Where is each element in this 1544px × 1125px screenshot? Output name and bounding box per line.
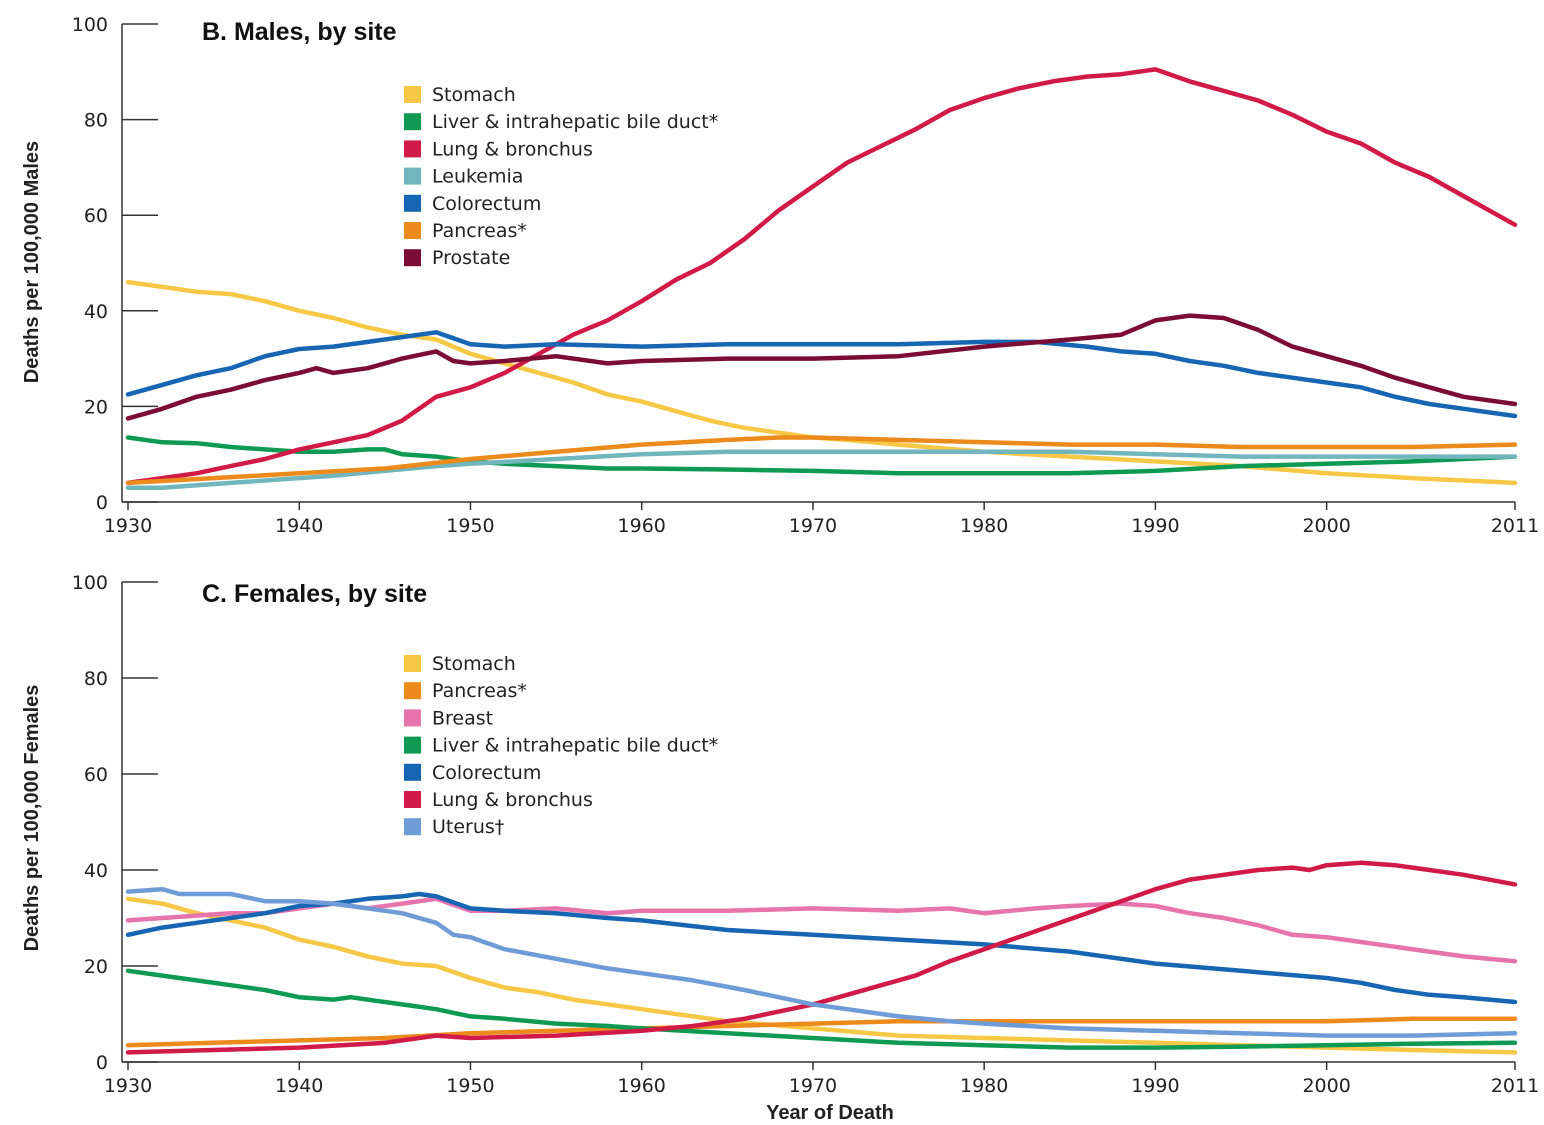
males-legend-label-colorectum: Colorectum [432,193,541,215]
males-chart-title: B. Males, by site [202,18,397,46]
females-legend-swatch-pancreas [404,682,421,700]
females-x-tick-label: 2000 [1302,1075,1350,1097]
males-series-line-liver-intrahepatic-bile-duct [125,435,1518,476]
females-series-line-stomach [125,896,1518,1055]
females-legend-swatch-lung-bronchus [404,791,421,808]
females-y-tick-label: 60 [84,764,108,786]
males-legend-swatch-prostate [404,249,421,267]
females-legend-label-pancreas: Pancreas* [432,680,527,702]
females-legend-swatch-liver-intrahepatic-bile-duct [404,736,421,754]
males-x-tick-label: 1970 [789,515,837,537]
females-series-line-lung-bronchus [125,860,1518,1055]
males-legend-label-prostate: Prostate [432,247,510,269]
males-legend-label-stomach: Stomach [432,84,516,106]
females-chart-panel: C. Females, by site Deaths per 100,000 F… [21,572,1539,1097]
males-axes: 0 20 40 60 80 100 1930 1940 1950 1960 1970 1980 1990… [72,14,1539,537]
males-x-tick-label: 1940 [275,515,323,537]
females-series-line-liver-intrahepatic-bile-duct [125,968,1518,1050]
males-series-line-prostate [125,313,1518,421]
females-y-tick-label: 100 [72,572,108,594]
females-series-line-breast [125,896,1518,964]
females-x-tick-label: 1970 [789,1075,837,1097]
males-y-tick-label: 80 [84,110,108,132]
males-y-axis-label: Deaths per 100,000 Males [21,141,43,383]
males-legend-label-lung-bronchus: Lung & bronchus [432,138,593,160]
females-x-tick-label: 1940 [275,1075,323,1097]
females-legend: Stomach Pancreas* Breast Liver & intrahepat… [404,653,718,838]
females-y-tick-label: 80 [84,668,108,690]
females-legend-label-colorectum: Colorectum [432,762,541,784]
males-y-tick-label: 20 [84,396,108,418]
males-x-tick-label: 1990 [1131,515,1179,537]
females-y-axis-label: Deaths per 100,000 Females [21,685,43,952]
males-series-line-pancreas [125,435,1518,486]
males-series-line-colorectum [125,330,1518,419]
females-y-tick-label: 20 [84,956,108,978]
males-legend-swatch-stomach [404,86,421,103]
females-series-line-uterus [125,886,1518,1038]
females-axes: 0 20 40 60 80 100 1930 1940 1950 1960 1970 1980 1990… [72,572,1539,1097]
x-axis-label: Year of Death [766,1102,894,1124]
males-x-tick-label: 2011 [1491,515,1539,537]
males-legend-label-leukemia: Leukemia [432,166,523,188]
females-series-line-colorectum [125,891,1518,1005]
females-x-tick-label: 1980 [960,1075,1008,1097]
males-series-line-leukemia [125,449,1518,490]
females-x-tick-label: 1930 [104,1075,152,1097]
females-y-tick-label: 0 [96,1052,108,1074]
females-legend-swatch-colorectum [404,763,421,781]
females-legend-label-liver-intrahepatic-bile-duct: Liver & intrahepatic bile duct* [432,735,718,757]
males-x-tick-label: 1980 [960,515,1008,537]
males-series-line-lung-bronchus [125,67,1518,486]
females-x-tick-label: 1960 [618,1075,666,1097]
males-legend-swatch-liver-intrahepatic-bile-duct [404,113,421,131]
males-y-tick-label: 100 [72,14,108,36]
females-y-tick-label: 40 [84,860,108,882]
males-legend-swatch-lung-bronchus [404,140,421,158]
females-series-line-pancreas [125,1016,1518,1048]
males-legend-swatch-pancreas [404,222,421,239]
females-legend-swatch-uterus [404,818,421,836]
males-legend-label-liver-intrahepatic-bile-duct: Liver & intrahepatic bile duct* [432,111,718,133]
males-x-tick-label: 1930 [104,515,152,537]
females-chart-title: C. Females, by site [202,580,427,608]
females-legend-label-lung-bronchus: Lung & bronchus [432,789,593,811]
females-x-tick-label: 1950 [446,1075,494,1097]
females-legend-label-breast: Breast [432,707,493,729]
males-y-tick-label: 40 [84,301,108,323]
males-series-line-stomach [125,279,1518,486]
males-series-lines [125,67,1518,490]
females-legend-label-uterus: Uterus† [432,816,504,838]
females-x-tick-label: 1990 [1131,1075,1179,1097]
males-y-tick-label: 60 [84,205,108,227]
females-legend-swatch-stomach [404,655,421,672]
males-x-tick-label: 1960 [618,515,666,537]
males-y-tick-label: 0 [96,492,108,514]
females-series-lines [125,860,1518,1055]
males-legend: Stomach Liver & intrahepatic bile duct* Lu… [404,84,718,269]
females-legend-swatch-breast [404,709,421,727]
males-legend-label-pancreas: Pancreas* [432,220,527,242]
males-legend-swatch-leukemia [404,167,421,185]
females-legend-label-stomach: Stomach [432,653,516,675]
males-x-tick-label: 1950 [446,515,494,537]
males-legend-swatch-colorectum [404,194,421,212]
males-chart-panel: B. Males, by site Deaths per 100,000 Mal… [21,14,1539,537]
males-x-tick-label: 2000 [1302,515,1350,537]
females-x-tick-label: 2011 [1491,1075,1539,1097]
